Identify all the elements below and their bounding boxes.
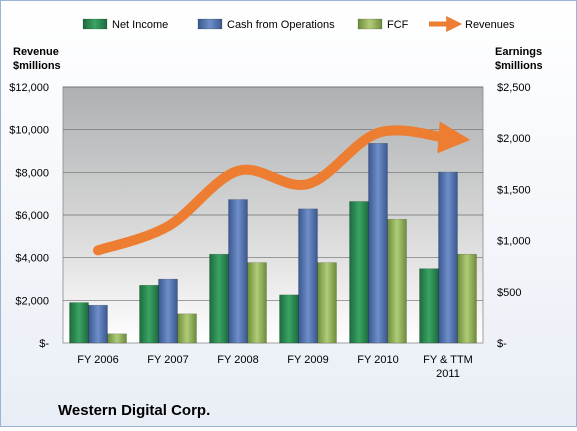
x-tick-label: FY 2010 xyxy=(357,354,398,366)
bar-fcf xyxy=(177,313,197,344)
x-tick-label: FY 2009 xyxy=(287,354,328,366)
right-tick-label: $2,000 xyxy=(497,133,531,145)
right-axis-title-line1: Earnings xyxy=(495,46,542,58)
bar-fcf xyxy=(457,253,477,344)
left-tick-label: $2,000 xyxy=(15,295,49,307)
right-axis-ticks: $- $500 $1,000 $1,500 $2,000 $2,500 xyxy=(497,82,531,350)
legend-label: Net Income xyxy=(112,19,168,31)
bar-cash-from-operations xyxy=(438,171,458,344)
x-tick-label: FY 2008 xyxy=(217,354,258,366)
left-axis-ticks: $- $2,000 $4,000 $6,000 $8,000 $10,000 $12,000 xyxy=(9,82,49,350)
right-tick-label: $500 xyxy=(497,287,521,299)
right-tick-label: $1,000 xyxy=(497,236,531,248)
legend-swatch xyxy=(197,18,223,30)
legend-label: FCF xyxy=(387,19,409,31)
legend-swatch xyxy=(82,18,108,30)
left-tick-label: $4,000 xyxy=(15,253,49,265)
bar-fcf xyxy=(247,262,267,344)
left-tick-label: $6,000 xyxy=(15,210,49,222)
x-tick-label: FY & TTM 2011 xyxy=(423,354,473,380)
bar-fcf xyxy=(317,262,337,344)
left-tick-label: $10,000 xyxy=(9,125,49,137)
bar-cash-from-operations xyxy=(88,304,108,344)
x-axis-ticks: FY 2006 FY 2007 FY 2008 FY 2009 FY 2010 FY & … xyxy=(77,354,473,380)
bar-cash-from-operations xyxy=(298,208,318,344)
bar-cash-from-operations xyxy=(228,199,248,344)
gridlines xyxy=(63,86,483,301)
x-tick-label: FY 2006 xyxy=(77,354,118,366)
left-axis-title-line1: Revenue xyxy=(13,46,59,58)
legend-label: Cash from Operations xyxy=(227,19,335,31)
left-tick-label: $8,000 xyxy=(15,167,49,179)
right-tick-label: $- xyxy=(497,338,507,350)
left-tick-label: $12,000 xyxy=(9,82,49,94)
bar-series xyxy=(69,143,477,344)
bar-net-income xyxy=(69,302,89,344)
left-tick-label: $- xyxy=(39,338,49,350)
right-tick-label: $2,500 xyxy=(497,82,531,94)
x-tick-label: FY 2007 xyxy=(147,354,188,366)
bar-net-income xyxy=(209,253,229,344)
left-axis-title-line2: $millions xyxy=(13,60,61,72)
right-axis-title-line2: $millions xyxy=(495,60,543,72)
bar-cash-from-operations xyxy=(158,278,178,344)
company-name: Western Digital Corp. xyxy=(58,402,210,419)
legend-label: Revenues xyxy=(465,19,515,31)
bar-cash-from-operations xyxy=(368,143,388,344)
bar-fcf xyxy=(107,333,127,344)
legend-swatch xyxy=(357,18,383,30)
bar-net-income xyxy=(349,201,369,344)
bar-net-income xyxy=(419,268,439,344)
revenue-line xyxy=(93,121,471,256)
right-tick-label: $1,500 xyxy=(497,184,531,196)
revenue-line-path xyxy=(93,121,471,256)
bar-fcf xyxy=(387,219,407,344)
legend: Net Income Cash from Operations FCF Revenue… xyxy=(82,15,515,33)
bar-net-income xyxy=(279,294,299,344)
bar-net-income xyxy=(139,284,159,344)
